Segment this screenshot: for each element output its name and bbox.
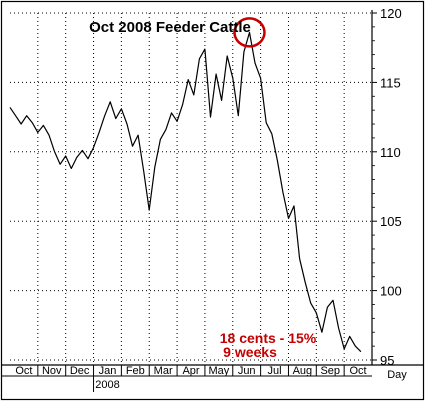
month-label: Dec [70, 365, 90, 377]
annotation-text-line1: 18 cents - 15% [220, 330, 317, 346]
month-label: Jul [268, 365, 282, 377]
x-axis-unit-label: Day [387, 369, 407, 381]
series-layer [9, 31, 362, 353]
annotation-text-line2: 9 weeks [223, 344, 277, 360]
axes-layer: 95 100 105 110 115 120 Oct Nov Dec Jan Feb Mar Apr Ma… [2, 6, 423, 392]
y-tick-label: 110 [380, 145, 401, 160]
y-tick-label: 95 [380, 353, 394, 368]
month-label: Nov [42, 365, 62, 377]
peak-highlight-circle [233, 17, 266, 48]
y-tick-label: 100 [380, 284, 402, 299]
price-series-line [9, 31, 362, 353]
month-label: Sep [320, 365, 340, 377]
annotation-layer: 18 cents - 15%9 weeks [220, 17, 317, 360]
year-label: 2008 [95, 379, 119, 391]
y-tick-label: 105 [380, 214, 402, 229]
y-tick-label: 120 [380, 6, 402, 21]
grid-layer [10, 12, 372, 365]
month-label: Oct [15, 365, 32, 377]
month-label: Jun [238, 365, 256, 377]
y-tick-label: 115 [380, 75, 401, 90]
month-label: Apr [182, 365, 199, 377]
chart-title: Oct 2008 Feeder Cattle [89, 19, 251, 36]
month-label: May [208, 365, 229, 377]
month-label: Oct [350, 365, 367, 377]
month-label: Jan [99, 365, 117, 377]
month-label: Feb [126, 365, 145, 377]
month-label: Aug [293, 365, 313, 377]
month-label: Mar [154, 365, 173, 377]
